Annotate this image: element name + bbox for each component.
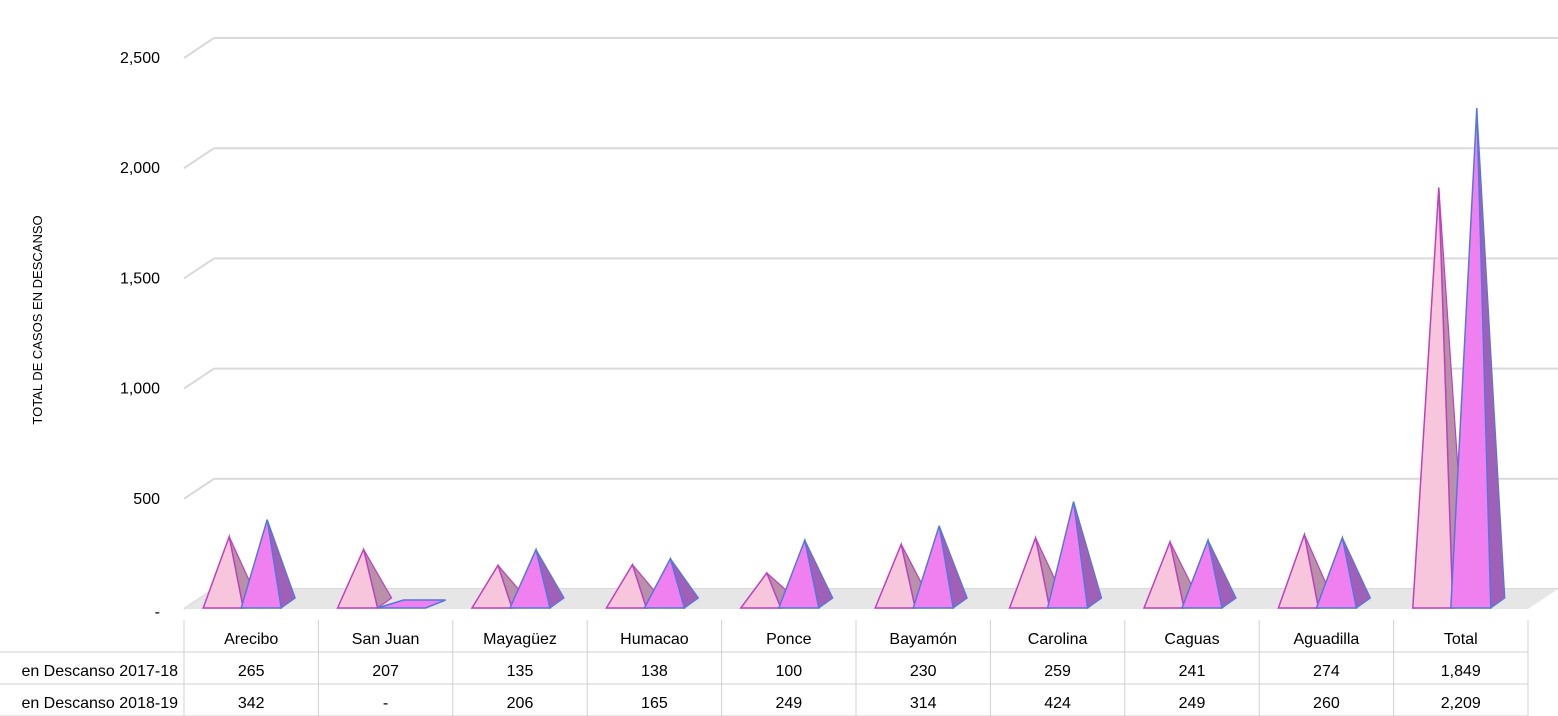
bar-0-3 [605,562,648,609]
data-label: 424 [1044,695,1071,712]
gridline-diagonal [183,147,215,170]
bar-1-8 [1315,534,1358,609]
category-label: Bayamón [889,631,957,648]
y-tick-label: 500 [133,491,160,508]
category-label: Mayagüez [483,631,557,648]
category-label: Ponce [766,631,811,648]
data-label: 100 [775,663,802,680]
data-label: 206 [507,695,534,712]
data-label: 314 [910,695,937,712]
data-label: 2,209 [1441,695,1481,712]
bar-1-5 [912,525,955,609]
plot-area [202,108,1506,610]
data-label: - [383,695,388,712]
category-label: San Juan [352,631,420,648]
y-tick-label: 2,500 [120,50,160,67]
bar-0-6 [1008,535,1051,609]
bar-0-9 [1412,187,1454,609]
category-label: Carolina [1028,631,1088,648]
bar-1-3 [643,556,686,609]
y-axis-ticks: - 500 1,000 1,500 2,000 2,500 [120,50,160,621]
data-label: 260 [1313,695,1340,712]
bar-1-6 [1046,501,1089,609]
gridline-diagonal [183,37,215,59]
bar-0-2 [470,563,514,609]
data-label: 249 [1179,695,1206,712]
data-label: 165 [641,695,668,712]
bar-1-1 [377,599,446,609]
bar-1-7 [1180,537,1223,609]
category-label: Humacao [620,631,689,648]
bar-1-2 [508,547,551,609]
data-label: 249 [775,695,802,712]
y-axis-label: TOTAL DE CASOS EN DESCANSO [30,215,45,424]
bar-1-0 [240,519,283,609]
data-label: 259 [1044,663,1071,680]
data-label: 138 [641,663,668,680]
category-label: Total [1444,631,1478,648]
gridlines [183,37,1558,610]
data-label: 230 [910,663,937,680]
gridline-diagonal [183,367,215,390]
y-tick-label: 2,000 [120,160,160,177]
y-tick-label: - [155,604,160,621]
data-label: 265 [238,663,265,680]
data-label: 274 [1313,663,1340,680]
category-label: Aguadilla [1293,631,1359,648]
y-tick-label: 1,000 [120,381,160,398]
bar-0-8 [1277,531,1320,609]
series-name: en Descanso 2017-18 [21,663,178,680]
bar-0-7 [1142,539,1185,609]
gridline-diagonal [183,257,215,280]
gridline-diagonal [183,477,215,500]
bar-1-4 [777,537,820,609]
data-label: 342 [238,695,265,712]
bar-0-5 [874,541,917,609]
bar-0-4 [739,571,782,609]
data-label: 1,849 [1441,663,1481,680]
data-label: 207 [372,663,399,680]
category-label: Caguas [1164,631,1219,648]
bar-0-1 [336,547,379,609]
data-label: 241 [1179,663,1206,680]
category-label: Arecibo [224,631,278,648]
bar-1-9 [1450,108,1492,609]
data-label: 135 [507,663,534,680]
y-tick-label: 1,500 [120,270,160,287]
data-table: Arecibo San Juan Mayagüez Humacao Ponce Bayam… [0,620,1529,716]
series-name: en Descanso 2018-19 [21,695,178,712]
bar-0-0 [202,533,245,609]
